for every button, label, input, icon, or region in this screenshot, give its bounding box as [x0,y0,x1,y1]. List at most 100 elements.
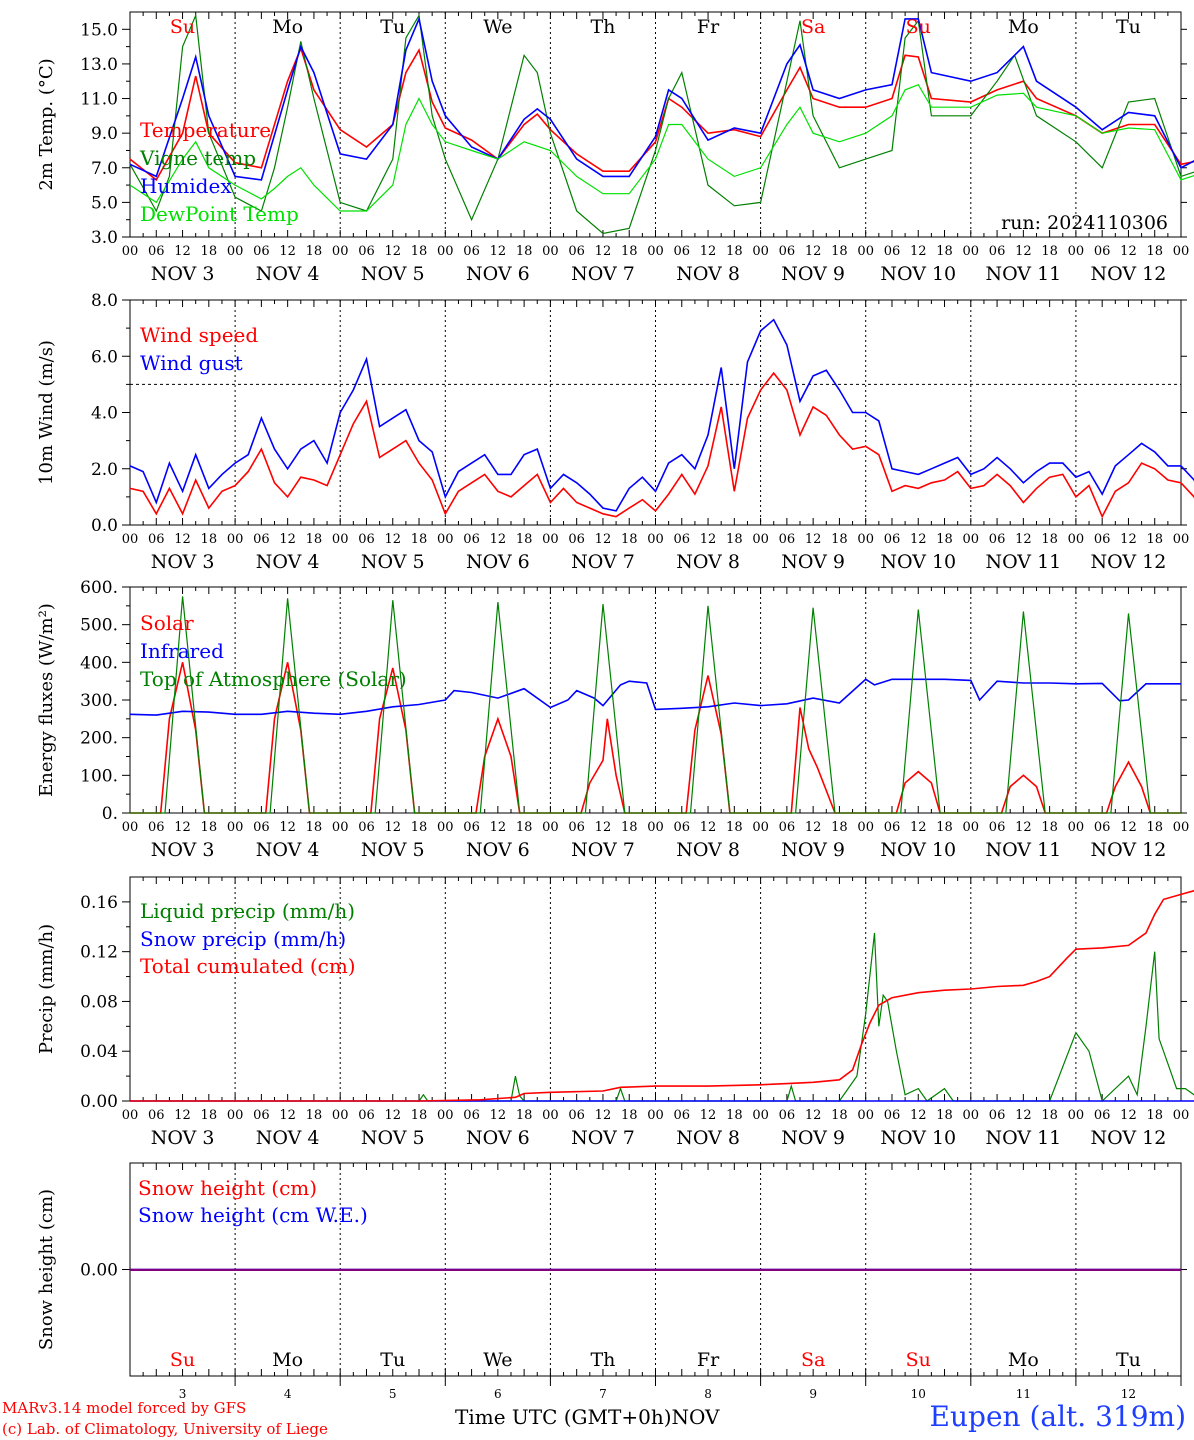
date-label: NOV 5 [361,263,425,285]
day-name-top: Fr [697,16,720,38]
date-label: NOV 6 [466,839,530,861]
date-label: NOV 3 [151,551,215,573]
series-line-wind-gust [129,318,1194,512]
hour-tick-label: 00 [437,532,454,547]
hour-tick-label: 06 [884,244,901,259]
hour-tick-label: 06 [779,532,796,547]
legend-label: Vigne temp [139,146,256,170]
hour-tick-label: 12 [1015,820,1032,835]
hour-tick-label: 18 [831,1108,848,1123]
hour-tick-label: 06 [989,532,1006,547]
hour-tick-label: 12 [490,1108,507,1123]
hour-tick-label: 18 [516,1108,533,1123]
hour-tick-label: 06 [463,244,480,259]
day-number: 5 [389,1387,397,1401]
hour-tick-label: 00 [1068,820,1085,835]
hour-tick-label: 00 [542,244,559,259]
legend-label: Solar [140,611,194,635]
hour-tick-label: 06 [674,1108,691,1123]
hour-tick-label: 06 [884,1108,901,1123]
hour-tick-label: 00 [332,532,349,547]
date-label: NOV 6 [466,551,530,573]
y-tick-label: 500. [80,616,118,636]
hour-tick-label: 12 [805,532,822,547]
hour-tick-label: 12 [1015,532,1032,547]
hour-tick-label: 06 [253,244,270,259]
legend-label: Infrared [140,639,224,663]
hour-tick-label: 12 [174,1108,191,1123]
hour-tick-label: 18 [831,820,848,835]
hour-tick-label: 06 [568,532,585,547]
date-label: NOV 3 [151,1127,215,1149]
day-number: 12 [1121,1387,1136,1401]
hour-tick-label: 18 [1146,244,1163,259]
hour-tick-label: 00 [752,532,769,547]
hour-tick-label: 00 [332,244,349,259]
date-label: NOV 9 [781,263,845,285]
hour-tick-label: 18 [831,532,848,547]
hour-tick-label: 12 [700,1108,717,1123]
hour-tick-label: 18 [726,532,743,547]
hour-tick-label: 06 [358,820,375,835]
y-tick-label: 0.12 [80,943,118,963]
series-line-wind-speed [129,371,1194,519]
hour-tick-label: 00 [1173,820,1190,835]
hour-tick-label: 18 [201,1108,218,1123]
hour-tick-label: 00 [227,244,244,259]
date-label: NOV 3 [151,839,215,861]
date-label: NOV 5 [361,839,425,861]
hour-tick-label: 12 [1120,1108,1137,1123]
day-number: 7 [599,1387,607,1401]
date-label: NOV 6 [466,263,530,285]
hour-tick-label: 18 [306,244,323,259]
legend-label: Wind speed [140,323,258,347]
date-label: NOV 10 [880,1127,956,1149]
hour-tick-label: 18 [726,1108,743,1123]
y-tick-label: 15.0 [80,20,118,40]
y-tick-label: 6.0 [91,347,118,367]
panel-frame [129,586,1182,814]
hour-tick-label: 06 [989,1108,1006,1123]
date-label: NOV 9 [781,1127,845,1149]
hour-tick-label: 00 [122,532,139,547]
hour-tick-label: 06 [358,244,375,259]
hour-tick-label: 12 [384,244,401,259]
hour-tick-label: 00 [647,820,664,835]
day-name-top: Tu [380,16,405,38]
hour-tick-label: 18 [516,532,533,547]
hour-tick-label: 00 [857,532,874,547]
hour-tick-label: 12 [1015,1108,1032,1123]
hour-tick-label: 06 [568,244,585,259]
hour-tick-label: 06 [358,1108,375,1123]
day-name-bottom: Mo [1008,1349,1039,1371]
hour-tick-label: 00 [227,532,244,547]
hour-tick-label: 00 [857,820,874,835]
hour-tick-label: 00 [1173,1108,1190,1123]
series-line-humidex [129,16,1194,181]
hour-tick-label: 00 [1068,532,1085,547]
hour-tick-label: 00 [752,244,769,259]
hour-tick-label: 00 [542,532,559,547]
hour-tick-label: 12 [174,244,191,259]
day-name-top: Sa [801,16,825,38]
day-name-bottom: Sa [801,1349,825,1371]
date-label: NOV 12 [1091,263,1167,285]
day-name-bottom: Tu [1116,1349,1141,1371]
date-label: NOV 11 [985,551,1061,573]
hour-tick-label: 18 [621,244,638,259]
hour-tick-label: 18 [1041,532,1058,547]
hour-tick-label: 12 [490,244,507,259]
date-label: NOV 12 [1091,551,1167,573]
hour-tick-label: 00 [963,532,980,547]
day-name-top: Tu [1116,16,1141,38]
legend-label: DewPoint Temp [140,202,299,226]
legend-label: Wind gust [140,351,243,375]
hour-tick-label: 00 [752,1108,769,1123]
series-line-vigne-temp [129,13,1194,235]
y-tick-label: 2.0 [91,460,118,480]
hour-tick-label: 12 [279,820,296,835]
hour-tick-label: 06 [989,244,1006,259]
legend-label: Liquid precip (mm/h) [140,899,355,923]
hour-tick-label: 00 [963,820,980,835]
